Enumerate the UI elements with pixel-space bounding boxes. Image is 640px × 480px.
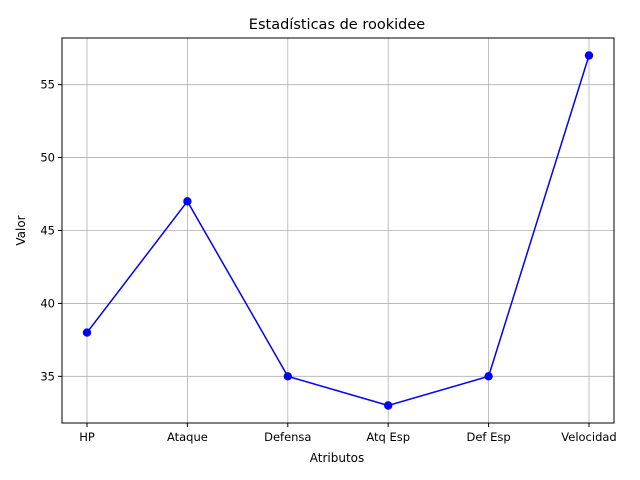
x-axis-label: Atributos (310, 451, 365, 465)
y-axis-label: Valor (14, 215, 28, 245)
y-tick-layer: 35 40 45 50 55 (40, 78, 62, 383)
y-tick-label: 45 (40, 224, 55, 238)
y-tick-label: 40 (40, 296, 55, 310)
x-tick-label: Ataque (167, 430, 208, 444)
x-tick-label: Velocidad (561, 430, 616, 444)
data-point (183, 197, 192, 206)
x-tick-label: Defensa (264, 430, 311, 444)
chart-title: Estadísticas de rookidee (249, 17, 425, 33)
y-tick-label: 50 (40, 151, 55, 165)
series-layer (82, 51, 594, 410)
x-tick-layer: HP Ataque Defensa Atq Esp Def Esp Velocidad (79, 423, 617, 444)
series-line (86, 55, 590, 407)
data-point (584, 51, 594, 60)
x-tick-label: Atq Esp (366, 430, 410, 444)
x-tick-label: Def Esp (466, 430, 510, 444)
grid-layer (62, 38, 614, 423)
x-tick-label: HP (79, 430, 95, 444)
data-point (384, 401, 393, 410)
y-tick-label: 55 (40, 78, 55, 92)
y-tick-label: 35 (40, 369, 55, 383)
data-point (484, 372, 493, 381)
data-point (283, 372, 292, 381)
data-point (82, 328, 92, 337)
